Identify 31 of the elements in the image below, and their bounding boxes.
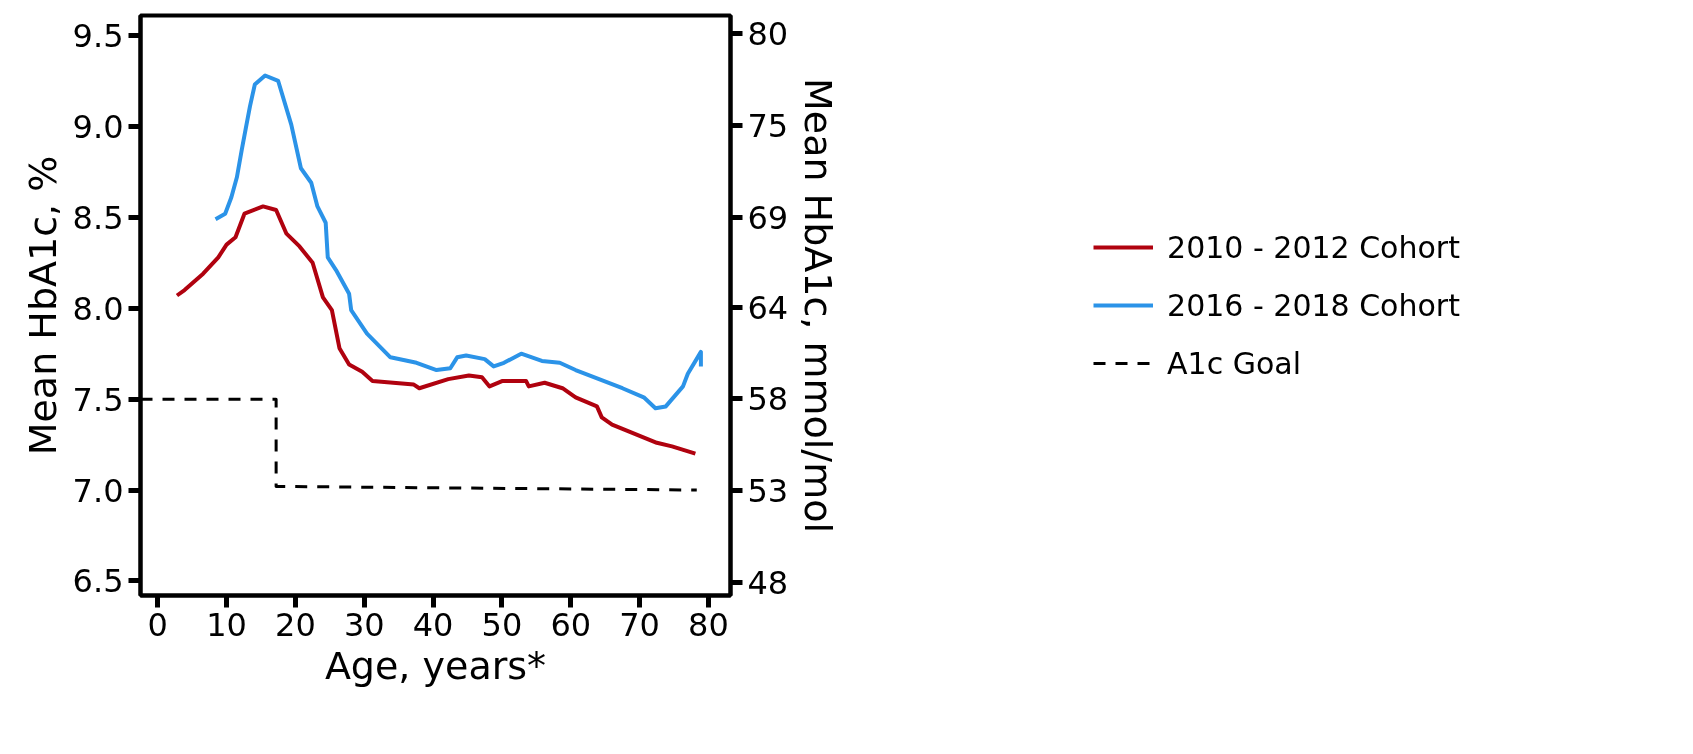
x-tick-label: 20: [275, 605, 316, 644]
line-series: [213, 73, 703, 411]
x-tick-label: 80: [688, 605, 729, 644]
legend-label: 2016 - 2018 Cohort: [1167, 287, 1460, 323]
y-tick-label: 8.0: [72, 289, 124, 328]
y2-tick-label: 80: [747, 15, 789, 54]
x-tick-label: 10: [206, 605, 247, 644]
x-tick-label: 60: [550, 605, 592, 644]
x-tick-label: 30: [343, 605, 385, 644]
y2-axis-title: Mean HbA1c, mmol/mol: [796, 78, 841, 533]
y-tick-label: 8.5: [72, 198, 124, 237]
x-tick-label: 50: [481, 605, 523, 644]
y2-tick-label: 64: [747, 288, 789, 327]
y2-tick-label: 48: [747, 563, 789, 602]
x-tick-label: 0: [147, 605, 168, 644]
y-tick-label: 9.0: [72, 107, 124, 146]
x-axis-title: Age, years*: [324, 643, 547, 688]
y2-tick-label: 58: [747, 380, 789, 419]
y-tick-label: 9.5: [72, 17, 124, 55]
line-series: [174, 204, 698, 456]
legend-label: 2010 - 2012 Cohort: [1167, 229, 1460, 265]
x-tick-label: 40: [412, 605, 454, 644]
y2-tick-label: 69: [747, 198, 789, 237]
y-tick-label: 7.0: [72, 471, 124, 510]
y-tick-label: 7.5: [72, 380, 124, 419]
y2-tick-label: 53: [747, 472, 789, 510]
y2-tick-label: 75: [747, 107, 789, 145]
x-tick-label: 70: [619, 605, 660, 644]
y-axis-title: Mean HbA1c, %: [20, 155, 65, 456]
legend-label: A1c Goal: [1167, 345, 1302, 381]
y-tick-label: 6.5: [72, 562, 124, 601]
